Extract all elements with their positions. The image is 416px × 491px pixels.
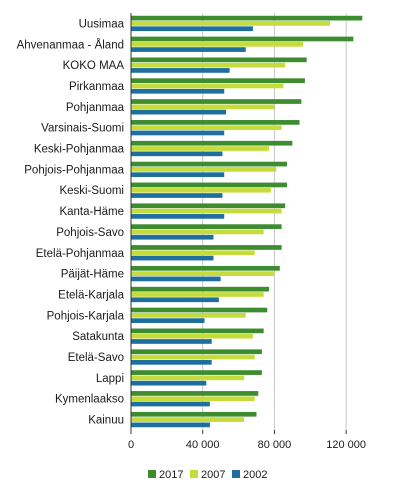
bar-koko-maa-2002 (131, 68, 230, 73)
category-label-etela-karjala: Etelä-Karjala (58, 289, 124, 301)
bar-uusimaa-2017 (131, 15, 363, 21)
bar-etela-savo-2007 (131, 354, 255, 360)
bar-pohjanmaa-2017 (131, 99, 302, 104)
category-label-pohjois-pohjanmaa: Pohjois-Pohjanmaa (24, 164, 124, 176)
bar-pohjois-savo-2007 (131, 229, 264, 235)
axes (130, 13, 347, 434)
bar-etela-karjala-2007 (131, 292, 264, 297)
bar-pohjois-savo-2002 (131, 234, 214, 240)
bar-varsinais-suomi-2017 (131, 120, 300, 125)
x-tick-label-0: 0 (128, 439, 134, 451)
bar-pohjois-pohjanmaa-2017 (131, 161, 287, 167)
bar-lappi-2007 (131, 375, 244, 381)
bar-keski-suomi-2007 (131, 187, 271, 193)
x-tick-label-2: 80 000 (258, 439, 292, 451)
bar-keski-pohjanmaa-2007 (131, 146, 270, 151)
bar-paijat-hame-2007 (131, 271, 275, 276)
bar-etela-savo-2017 (131, 349, 262, 355)
bar-satakunta-2007 (131, 333, 253, 339)
bar-etela-pohjanmaa-2007 (131, 250, 255, 256)
bar-kymenlaakso-2002 (131, 401, 210, 407)
bar-lappi-2002 (131, 380, 207, 386)
bar-pohjois-pohjanmaa-2007 (131, 167, 277, 172)
bar-varsinais-suomi-2007 (131, 125, 282, 131)
bar-varsinais-suomi-2002 (131, 130, 225, 136)
x-tick-labels: 0 40 000 80 000 120 000 (128, 439, 366, 451)
bar-paijat-hame-2002 (131, 276, 221, 282)
bar-ahvenanmaa-aland-2017 (131, 36, 354, 42)
bar-pohjois-karjala-2002 (131, 318, 205, 323)
category-label-varsinais-suomi: Varsinais-Suomi (41, 123, 124, 135)
bar-satakunta-2017 (131, 328, 264, 334)
legend: 2017 2007 2002 (148, 469, 267, 481)
bar-etela-karjala-2017 (131, 286, 270, 292)
legend-label-2002: 2002 (243, 469, 267, 481)
bar-kanta-hame-2007 (131, 208, 282, 214)
category-labels: Uusimaa Ahvenanmaa - Åland KOKO MAA Pirkanm… (17, 18, 125, 426)
bar-kymenlaakso-2017 (131, 391, 259, 396)
bar-etela-pohjanmaa-2017 (131, 245, 282, 250)
bar-pohjois-pohjanmaa-2002 (131, 172, 225, 178)
category-label-pohjois-karjala: Pohjois-Karjala (47, 310, 125, 322)
category-label-etela-pohjanmaa: Etelä-Pohjanmaa (36, 248, 125, 260)
bar-ahvenanmaa-aland-2002 (131, 47, 246, 52)
category-label-satakunta: Satakunta (72, 331, 124, 343)
bar-kymenlaakso-2007 (131, 396, 255, 402)
x-tick-label-1: 40 000 (186, 439, 220, 451)
bar-keski-suomi-2017 (131, 182, 287, 188)
bars (131, 15, 363, 428)
category-label-uusimaa: Uusimaa (79, 18, 125, 30)
category-label-pirkanmaa: Pirkanmaa (69, 81, 125, 93)
category-label-pohjois-savo: Pohjois-Savo (56, 227, 124, 239)
category-label-keski-pohjanmaa: Keski-Pohjanmaa (34, 144, 125, 156)
legend-label-2007: 2007 (201, 469, 225, 481)
bar-koko-maa-2017 (131, 57, 307, 63)
category-label-keski-suomi: Keski-Suomi (59, 185, 124, 197)
category-label-kymenlaakso: Kymenlaakso (55, 394, 124, 406)
bar-kanta-hame-2017 (131, 203, 286, 209)
bar-pohjois-karjala-2007 (131, 312, 246, 318)
legend-label-2017: 2017 (159, 469, 183, 481)
category-label-koko-maa: KOKO MAA (63, 60, 125, 72)
category-label-lappi: Lappi (96, 373, 124, 385)
bar-etela-pohjanmaa-2002 (131, 255, 214, 261)
bar-ahvenanmaa-aland-2007 (131, 41, 304, 47)
legend-swatch-2017 (148, 470, 156, 478)
bar-kainuu-2007 (131, 417, 244, 422)
category-label-kanta-hame: Kanta-Häme (59, 206, 124, 218)
bar-pohjois-karjala-2017 (131, 307, 268, 313)
category-label-kainuu: Kainuu (88, 415, 124, 427)
category-label-ahvenanmaa-aland: Ahvenanmaa - Åland (17, 38, 124, 51)
bar-satakunta-2002 (131, 339, 212, 344)
bar-keski-pohjanmaa-2002 (131, 151, 223, 157)
bar-pohjanmaa-2002 (131, 109, 227, 115)
bar-koko-maa-2007 (131, 62, 286, 68)
bar-etela-karjala-2002 (131, 297, 219, 303)
category-label-etela-savo: Etelä-Savo (68, 352, 124, 364)
legend-swatch-2002 (232, 470, 240, 478)
x-tick-label-3: 120 000 (326, 439, 366, 451)
bar-pirkanmaa-2017 (131, 78, 305, 84)
bar-uusimaa-2007 (131, 21, 331, 26)
bar-pohjanmaa-2007 (131, 104, 275, 110)
bar-keski-pohjanmaa-2017 (131, 140, 293, 146)
gridlines (202, 13, 347, 430)
category-label-paijat-hame: Päijät-Häme (61, 269, 124, 281)
bar-kainuu-2002 (131, 422, 210, 428)
bar-paijat-hame-2017 (131, 265, 280, 271)
bar-pirkanmaa-2007 (131, 83, 284, 89)
bar-uusimaa-2002 (131, 26, 253, 32)
bar-etela-savo-2002 (131, 359, 212, 365)
bar-pirkanmaa-2002 (131, 88, 225, 94)
bar-lappi-2017 (131, 370, 262, 375)
bar-keski-suomi-2002 (131, 193, 223, 198)
category-label-pohjanmaa: Pohjanmaa (66, 102, 125, 114)
bar-pohjois-savo-2017 (131, 224, 282, 229)
legend-swatch-2007 (190, 470, 198, 478)
bar-kanta-hame-2002 (131, 214, 225, 219)
bar-kainuu-2017 (131, 411, 257, 417)
